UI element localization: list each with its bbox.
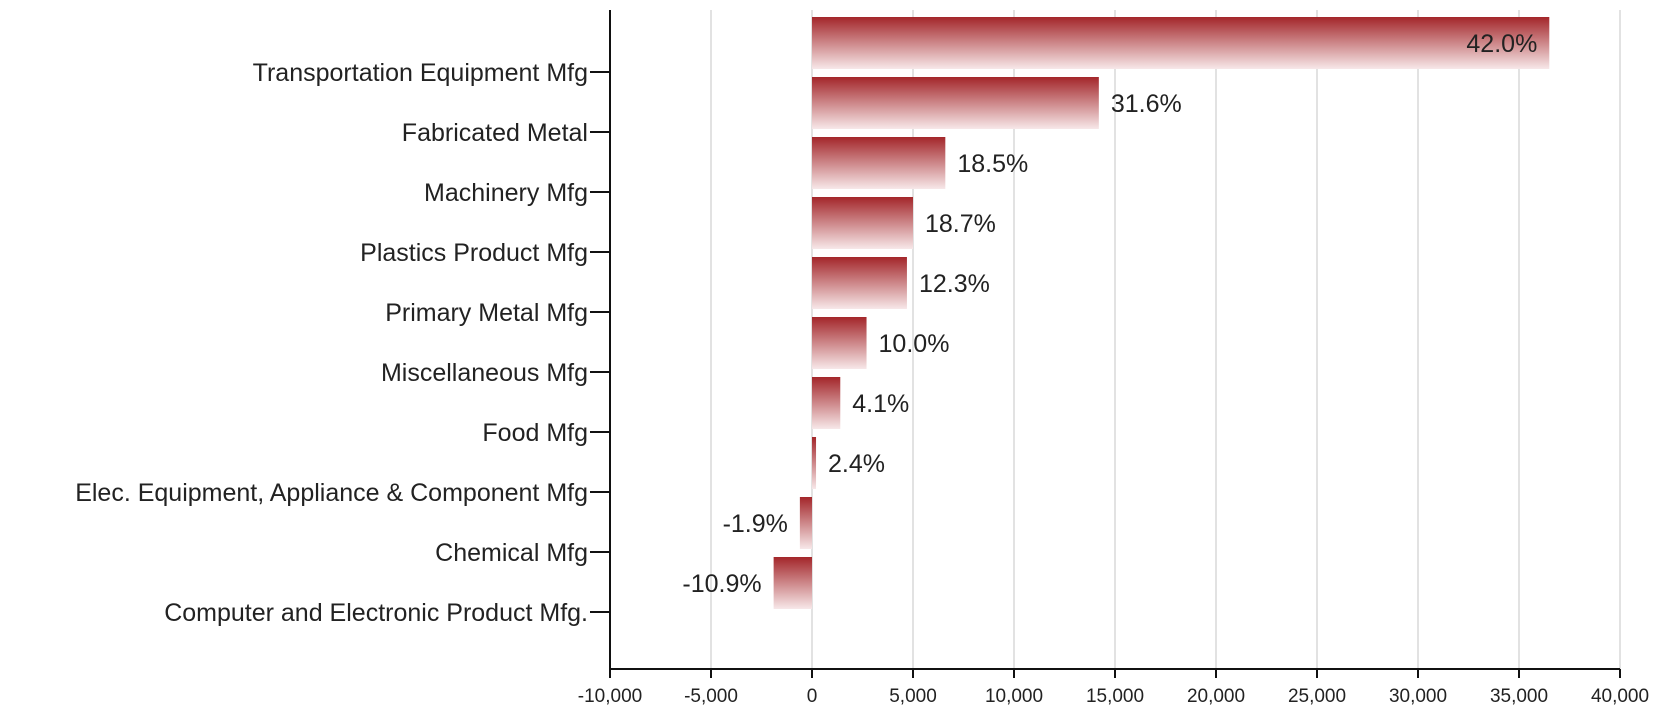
category-label: Miscellaneous Mfg bbox=[381, 359, 588, 387]
bar bbox=[812, 317, 867, 369]
x-tick-label: 40,000 bbox=[1591, 686, 1649, 707]
data-label: 18.7% bbox=[925, 210, 996, 238]
bar bbox=[812, 197, 913, 249]
x-tick-label: 0 bbox=[807, 686, 818, 707]
labels: -10,000 -5,000 0 5,000 10,000 15,000 20,000 25,… bbox=[75, 30, 1649, 707]
bar bbox=[812, 257, 907, 309]
bar bbox=[773, 557, 812, 609]
x-tick-label: 20,000 bbox=[1187, 686, 1245, 707]
category-label: Food Mfg bbox=[482, 419, 588, 447]
x-tick-label: 35,000 bbox=[1490, 686, 1548, 707]
data-label: 42.0% bbox=[1466, 30, 1537, 58]
data-label: 4.1% bbox=[852, 390, 909, 418]
axes bbox=[590, 10, 1621, 678]
bar bbox=[812, 377, 841, 429]
x-tick-label: 15,000 bbox=[1086, 686, 1144, 707]
category-label: Chemical Mfg bbox=[435, 539, 588, 567]
data-label: 2.4% bbox=[828, 450, 885, 478]
bar bbox=[799, 497, 812, 549]
category-label: Machinery Mfg bbox=[424, 179, 588, 207]
bar bbox=[812, 437, 817, 489]
x-tick-label: 30,000 bbox=[1389, 686, 1447, 707]
bar bbox=[812, 17, 1550, 69]
data-label: -10.9% bbox=[682, 570, 761, 598]
x-tick-label: 25,000 bbox=[1288, 686, 1346, 707]
x-tick-label: -5,000 bbox=[684, 686, 738, 707]
data-label: 12.3% bbox=[919, 270, 990, 298]
category-label: Plastics Product Mfg bbox=[360, 239, 588, 267]
data-label: -1.9% bbox=[723, 510, 788, 538]
category-label: Computer and Electronic Product Mfg. bbox=[164, 599, 588, 627]
category-label: Primary Metal Mfg bbox=[385, 299, 588, 327]
bars bbox=[773, 17, 1550, 609]
bar bbox=[812, 137, 946, 189]
data-label: 18.5% bbox=[957, 150, 1028, 178]
category-label: Transportation Equipment Mfg bbox=[253, 59, 588, 87]
x-tick-label: 10,000 bbox=[985, 686, 1043, 707]
data-label: 10.0% bbox=[879, 330, 950, 358]
category-label: Fabricated Metal bbox=[402, 119, 588, 147]
x-tick-label: 5,000 bbox=[889, 686, 937, 707]
data-label: 31.6% bbox=[1111, 90, 1182, 118]
category-label: Elec. Equipment, Appliance & Component M… bbox=[75, 479, 588, 507]
bar bbox=[812, 77, 1099, 129]
x-tick-label: -10,000 bbox=[578, 686, 642, 707]
